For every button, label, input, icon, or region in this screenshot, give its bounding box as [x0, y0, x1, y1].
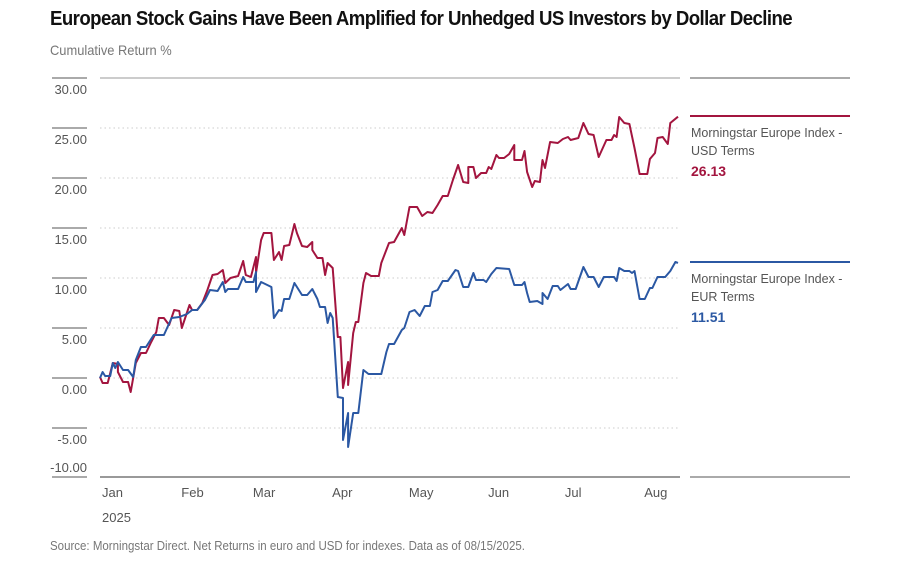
y-tick-label: 25.00 — [54, 132, 87, 147]
y-tick-label: -5.00 — [57, 432, 87, 447]
y-tick-label: -10.00 — [50, 460, 87, 475]
x-tick-label: Aug — [644, 485, 667, 500]
y-tick-label: 10.00 — [54, 282, 87, 297]
legend-label: USD Terms — [691, 144, 755, 158]
x-tick-label: May — [409, 485, 434, 500]
series-line-usd — [99, 115, 679, 393]
x-tick-label: Mar — [253, 485, 276, 500]
y-tick-label: 0.00 — [62, 382, 87, 397]
y-tick-label: 5.00 — [62, 332, 87, 347]
y-tick-label: 15.00 — [54, 232, 87, 247]
x-tick-label: Jan — [102, 485, 123, 500]
y-tick-label: 20.00 — [54, 182, 87, 197]
y-tick-label: 30.00 — [54, 82, 87, 97]
series-line-eur — [99, 261, 679, 448]
x-tick-label: Jun — [488, 485, 509, 500]
chart-title: European Stock Gains Have Been Amplified… — [50, 8, 793, 30]
source-note: Source: Morningstar Direct. Net Returns … — [50, 539, 525, 553]
x-tick-label: Apr — [332, 485, 353, 500]
legend-end-value: 11.51 — [691, 309, 725, 325]
legend-end-value: 26.13 — [691, 163, 726, 179]
legend-label: Morningstar Europe Index - — [691, 272, 842, 286]
x-tick-label: Jul — [565, 485, 582, 500]
x-axis-year-label: 2025 — [102, 510, 131, 525]
x-tick-label: Feb — [181, 485, 203, 500]
y-axis-label: Cumulative Return % — [50, 42, 172, 58]
legend-label: EUR Terms — [691, 290, 755, 304]
legend-label: Morningstar Europe Index - — [691, 126, 842, 140]
